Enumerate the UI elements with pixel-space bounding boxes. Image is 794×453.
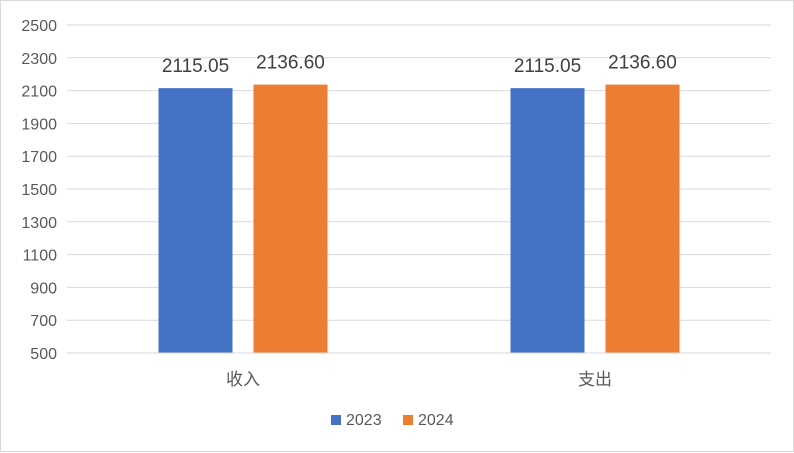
y-tick-label: 1100 <box>23 248 58 265</box>
y-tick-label: 2100 <box>21 84 57 101</box>
bar <box>605 84 680 354</box>
y-tick-label: 1900 <box>21 116 57 133</box>
data-label: 2136.60 <box>256 53 325 74</box>
y-tick-label: 900 <box>30 280 57 297</box>
legend-swatch <box>331 415 341 425</box>
data-label: 2115.05 <box>514 56 581 77</box>
bar <box>253 84 328 354</box>
y-tick-label: 2300 <box>21 51 57 68</box>
y-tick-label: 700 <box>30 313 57 330</box>
data-label: 2115.05 <box>162 56 229 77</box>
y-tick-label: 1700 <box>21 149 57 166</box>
legend-label: 2023 <box>346 412 382 429</box>
legend-swatch <box>403 415 413 425</box>
y-tick-label: 1500 <box>21 182 57 199</box>
bar <box>158 88 233 353</box>
legend-label: 2024 <box>418 412 454 429</box>
y-tick-label: 1300 <box>21 215 57 232</box>
y-tick-label: 2500 <box>21 18 57 35</box>
category-label: 收入 <box>226 370 260 390</box>
y-tick-label: 500 <box>30 346 57 363</box>
data-label: 2136.60 <box>608 53 677 74</box>
bar <box>510 88 585 353</box>
category-label: 支出 <box>578 370 612 390</box>
